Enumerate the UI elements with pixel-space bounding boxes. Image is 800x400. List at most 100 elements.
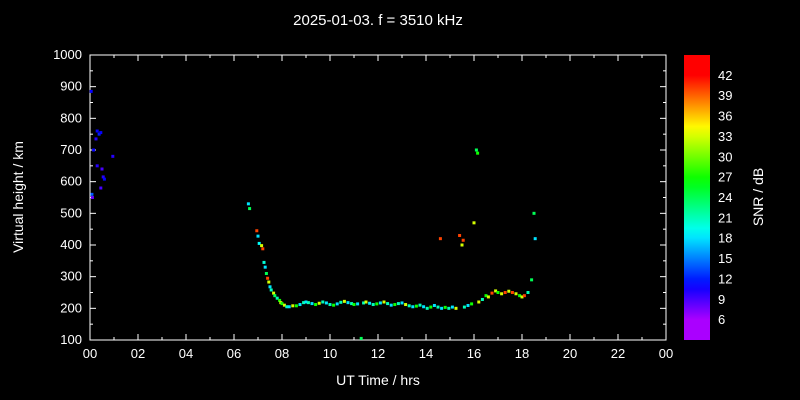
colorbar-tick-label: 18 (718, 231, 732, 246)
data-point (440, 306, 444, 310)
data-point (425, 306, 429, 310)
colorbar-tick-label: 36 (718, 109, 732, 124)
data-point (102, 177, 106, 181)
y-tick-label: 800 (60, 110, 82, 125)
x-tick-label: 08 (275, 346, 289, 361)
data-point (474, 148, 478, 152)
data-point (339, 300, 343, 304)
data-point (111, 154, 115, 158)
data-point (263, 265, 267, 269)
data-point (438, 237, 442, 241)
data-point (99, 131, 103, 135)
data-point (317, 301, 321, 305)
data-point (266, 276, 270, 280)
data-point (447, 306, 451, 310)
data-point (101, 175, 105, 179)
data-point (443, 305, 447, 309)
x-tick-label: 02 (131, 346, 145, 361)
data-point (500, 292, 504, 296)
data-point (92, 148, 96, 152)
data-point (256, 234, 260, 238)
data-point (526, 291, 530, 294)
colorbar-tick-label: 21 (718, 210, 732, 225)
data-point (450, 305, 454, 309)
x-tick-label: 16 (467, 346, 481, 361)
data-point (257, 241, 261, 245)
x-tick-label: 12 (371, 346, 385, 361)
x-tick-label: 14 (419, 346, 433, 361)
data-point (454, 306, 458, 310)
data-point (436, 305, 440, 309)
data-point (248, 207, 252, 211)
colorbar-tick-label: 42 (718, 68, 732, 83)
data-point (484, 294, 488, 298)
plot-border (89, 54, 667, 341)
data-point (264, 272, 268, 275)
colorbar-tick-label: 12 (718, 271, 732, 286)
colorbar-tick-label: 15 (718, 251, 732, 266)
data-point (261, 247, 265, 251)
data-point (520, 295, 524, 299)
data-point (461, 238, 465, 242)
colorbar (684, 55, 710, 340)
chart-title: 2025-01-03. f = 3510 kHz (293, 12, 463, 29)
data-point (350, 302, 354, 306)
data-point (328, 303, 332, 307)
colorbar-tick-label: 39 (718, 88, 732, 103)
data-point (462, 305, 466, 309)
y-tick-label: 500 (60, 205, 82, 220)
data-point (532, 211, 536, 215)
data-point (518, 294, 522, 298)
data-point (95, 129, 99, 133)
data-point (476, 151, 480, 155)
data-point (302, 301, 306, 305)
data-point (332, 303, 336, 307)
data-point (460, 243, 464, 247)
data-point (280, 302, 284, 306)
data-point (291, 304, 295, 308)
data-point (282, 303, 286, 307)
data-point (324, 301, 328, 305)
x-tick-label: 20 (563, 346, 577, 361)
colorbar-tick-label: 30 (718, 149, 732, 164)
data-point (375, 302, 379, 306)
data-point (472, 221, 476, 225)
data-point (422, 305, 426, 309)
data-point (382, 300, 386, 304)
y-tick-label: 1000 (53, 47, 82, 62)
data-point (533, 237, 537, 241)
data-point (429, 305, 433, 309)
data-point (368, 301, 372, 305)
data-point (503, 291, 507, 294)
colorbar-tick-label: 6 (718, 312, 725, 327)
data-point (522, 294, 526, 298)
x-tick-label: 18 (515, 346, 529, 361)
data-point (321, 300, 325, 304)
data-point (90, 192, 94, 196)
colorbar-tick-label: 9 (718, 292, 725, 307)
x-axis-label: UT Time / hrs (336, 372, 420, 388)
data-point (507, 289, 511, 293)
data-point (97, 132, 101, 136)
data-point (346, 301, 350, 305)
data-point (386, 302, 390, 306)
y-tick-label: 200 (60, 300, 82, 315)
data-point (273, 294, 277, 298)
data-point (490, 291, 494, 295)
data-point (432, 303, 436, 307)
data-point (494, 289, 498, 293)
data-point (352, 303, 356, 307)
data-point (414, 304, 418, 308)
y-tick-label: 100 (60, 332, 82, 347)
data-point (269, 288, 273, 292)
data-point (486, 295, 490, 299)
data-point (389, 303, 393, 307)
y-tick-label: 900 (60, 79, 82, 94)
data-point (267, 280, 271, 284)
x-tick-label: 04 (179, 346, 193, 361)
data-point (294, 304, 298, 308)
x-tick-label: 00 (659, 346, 673, 361)
x-tick-label: 10 (323, 346, 337, 361)
